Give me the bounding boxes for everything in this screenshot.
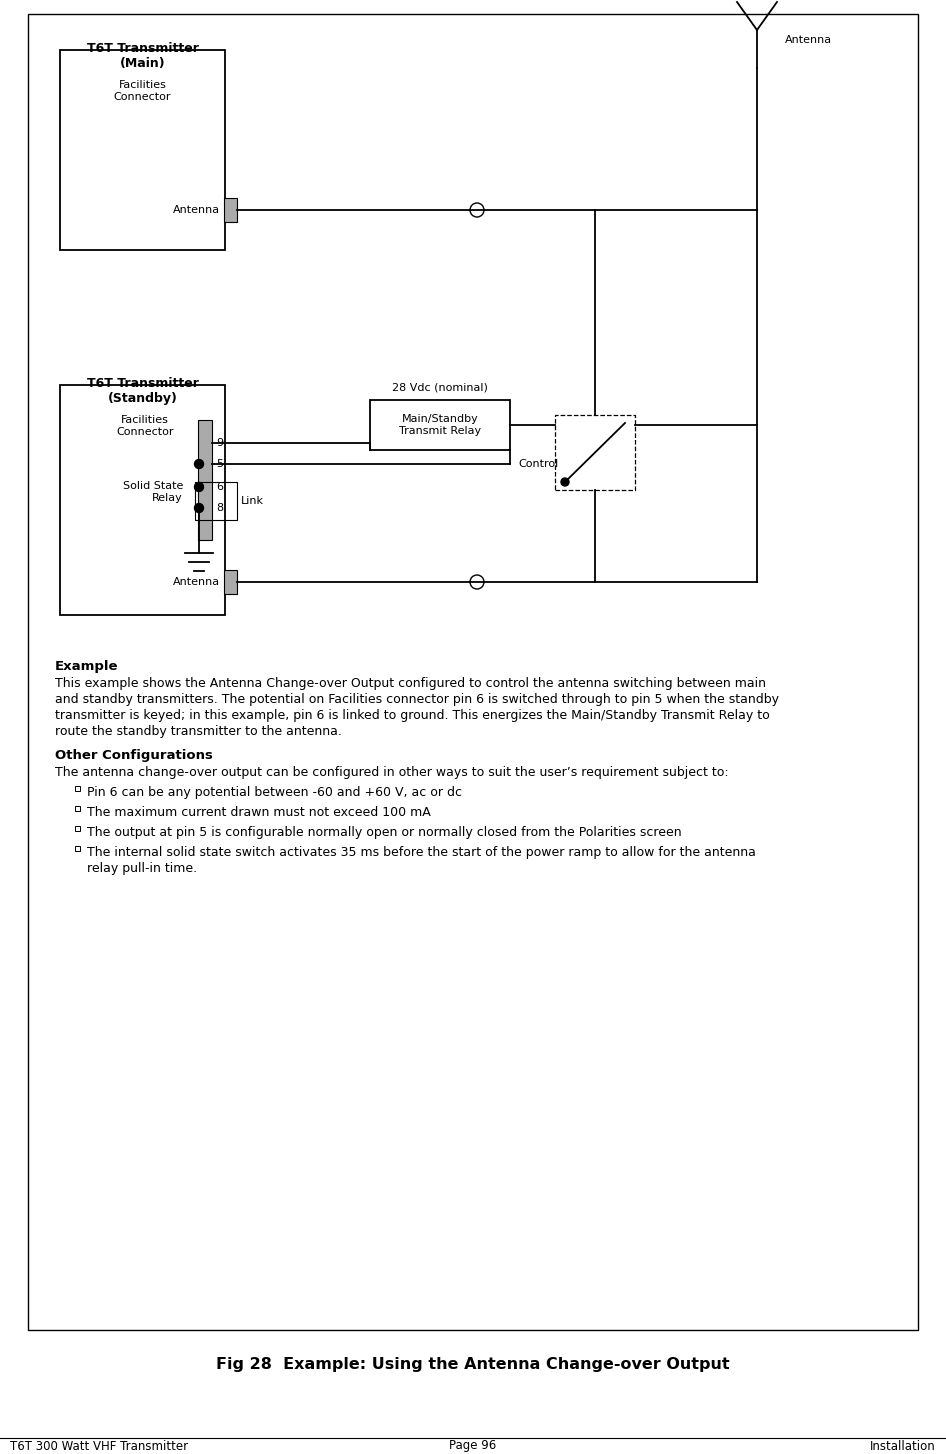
Text: Control: Control	[518, 459, 558, 470]
Bar	[224, 570, 237, 595]
Bar	[224, 198, 237, 222]
Circle shape	[470, 204, 484, 217]
Text: Installation: Installation	[870, 1439, 936, 1453]
Bar	[75, 785, 79, 791]
Text: Main/Standby
Transmit Relay: Main/Standby Transmit Relay	[399, 414, 482, 436]
Text: 6: 6	[216, 481, 223, 491]
Text: T6T Transmitter
(Standby): T6T Transmitter (Standby)	[87, 377, 199, 406]
Text: 5: 5	[216, 459, 223, 470]
Text: route the standby transmitter to the antenna.: route the standby transmitter to the ant…	[55, 726, 342, 739]
Text: Solid State
Relay: Solid State Relay	[123, 481, 183, 503]
Text: The maximum current drawn must not exceed 100 mA: The maximum current drawn must not excee…	[87, 806, 430, 819]
Circle shape	[195, 503, 203, 512]
Text: relay pull-in time.: relay pull-in time.	[87, 862, 197, 875]
Text: T6T 300 Watt VHF Transmitter: T6T 300 Watt VHF Transmitter	[10, 1439, 188, 1453]
Text: Antenna: Antenna	[173, 205, 220, 215]
Text: Antenna: Antenna	[173, 577, 220, 587]
Bar	[60, 49, 225, 250]
Circle shape	[195, 483, 203, 491]
Bar	[75, 845, 79, 851]
Text: This example shows the Antenna Change-over Output configured to control the ante: This example shows the Antenna Change-ov…	[55, 678, 766, 691]
Text: 8: 8	[216, 503, 223, 513]
Text: Other Configurations: Other Configurations	[55, 749, 213, 762]
Circle shape	[195, 459, 203, 468]
Text: Link: Link	[241, 496, 264, 506]
Bar	[60, 385, 225, 615]
Bar	[370, 400, 510, 449]
Text: 28 Vdc (nominal): 28 Vdc (nominal)	[392, 382, 488, 393]
Text: Example: Example	[55, 660, 118, 673]
Text: Page 96: Page 96	[449, 1439, 497, 1453]
Text: The antenna change-over output can be configured in other ways to suit the user’: The antenna change-over output can be co…	[55, 766, 728, 779]
Text: Antenna: Antenna	[785, 35, 832, 45]
Text: T6T Transmitter
(Main): T6T Transmitter (Main)	[87, 42, 199, 70]
Bar	[555, 414, 635, 490]
Text: Pin 6 can be any potential between -60 and +60 V, ac or dc: Pin 6 can be any potential between -60 a…	[87, 787, 462, 800]
Text: and standby transmitters. The potential on Facilities connector pin 6 is switche: and standby transmitters. The potential …	[55, 694, 779, 707]
Circle shape	[470, 574, 484, 589]
Bar	[198, 420, 212, 539]
Text: Fig 28  Example: Using the Antenna Change-over Output: Fig 28 Example: Using the Antenna Change…	[217, 1358, 729, 1373]
Text: 9: 9	[216, 438, 223, 448]
Text: Facilities
Connector: Facilities Connector	[114, 80, 171, 102]
Bar	[195, 481, 237, 521]
Text: The output at pin 5 is configurable normally open or normally closed from the Po: The output at pin 5 is configurable norm…	[87, 826, 682, 839]
Bar	[75, 806, 79, 810]
Circle shape	[561, 478, 569, 486]
Bar	[75, 826, 79, 830]
Text: transmitter is keyed; in this example, pin 6 is linked to ground. This energizes: transmitter is keyed; in this example, p…	[55, 710, 770, 723]
Text: Facilities
Connector: Facilities Connector	[116, 414, 174, 436]
Text: The internal solid state switch activates 35 ms before the start of the power ra: The internal solid state switch activate…	[87, 846, 756, 859]
